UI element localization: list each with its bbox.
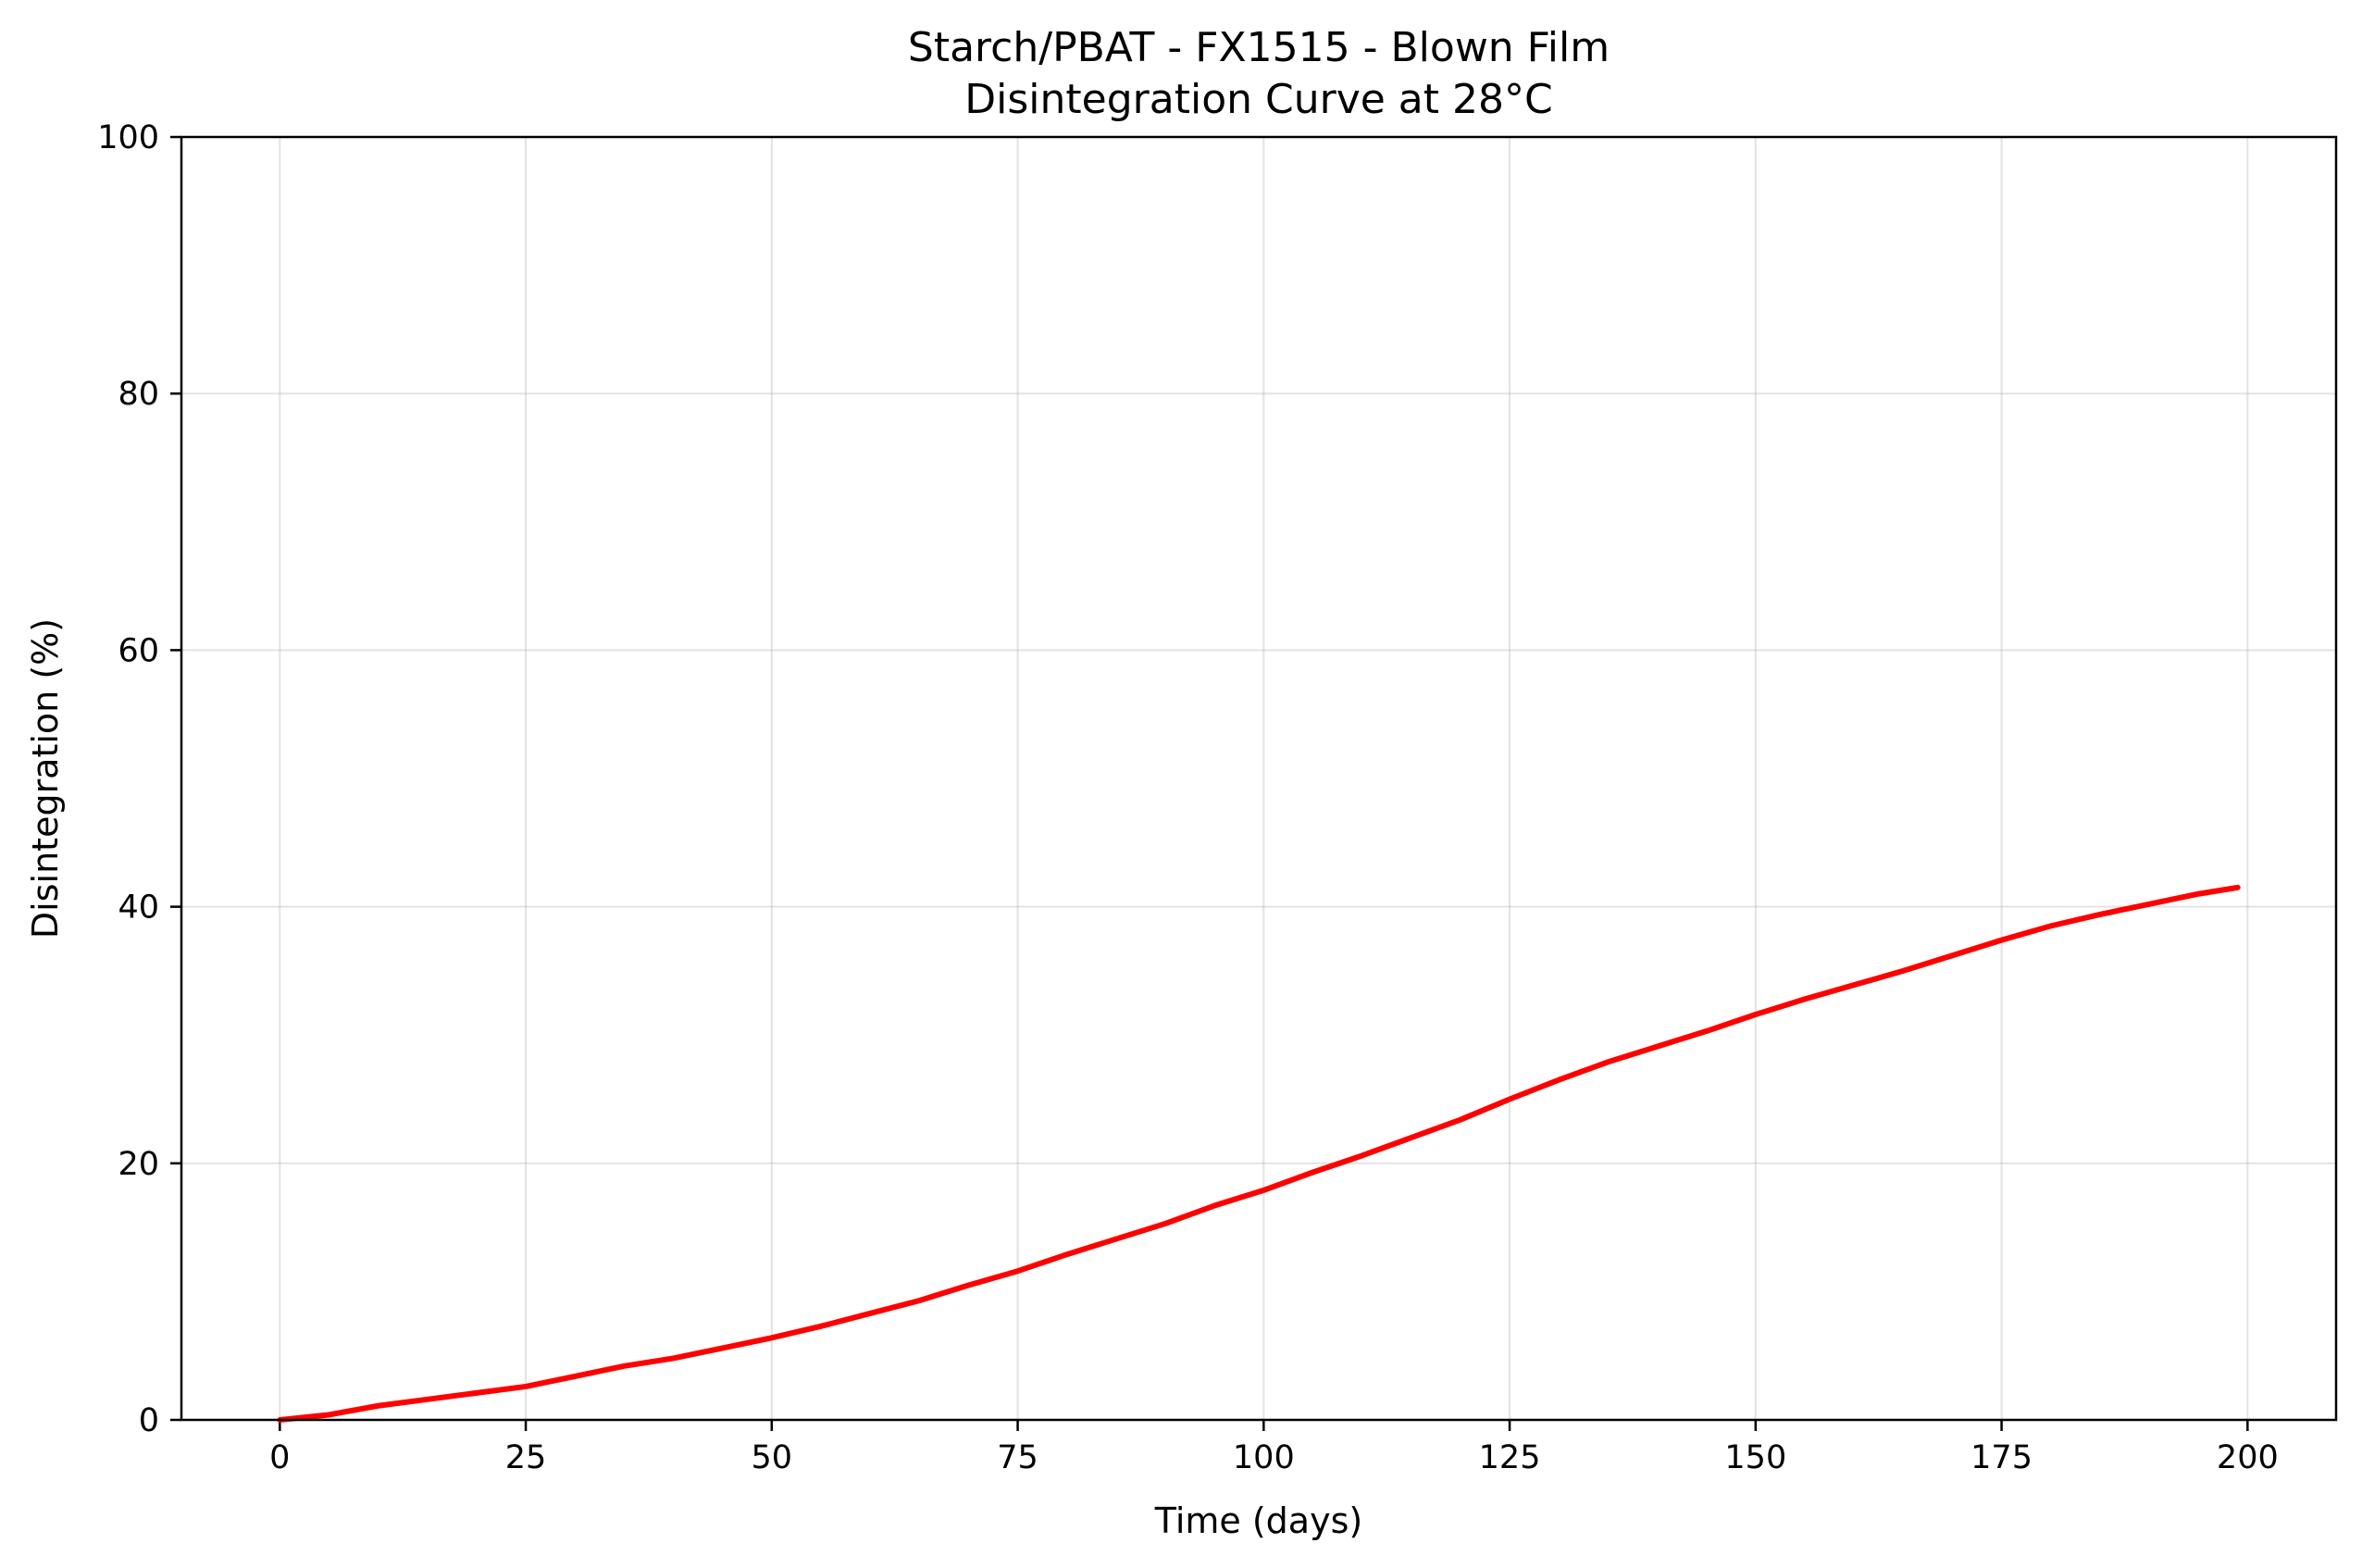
x-axis-label: Time (days): [1154, 1500, 1362, 1541]
series-layer: [277, 884, 2241, 1423]
x-tick-label: 100: [1233, 1439, 1295, 1476]
x-tick-label: 175: [1970, 1439, 2033, 1476]
y-tick-label: 20: [118, 1146, 159, 1183]
x-tick-label: 200: [2217, 1439, 2279, 1476]
x-tick-label: 75: [997, 1439, 1038, 1476]
axis-ticks: 0 25 50 75 100 125 150 175 200 0 20 40 60 80 100: [97, 119, 2279, 1476]
y-tick-label: 80: [118, 376, 159, 413]
x-tick-label: 50: [752, 1439, 793, 1476]
x-tick-label: 0: [269, 1439, 290, 1476]
plot-frame: [180, 135, 2338, 1422]
y-tick-label: 100: [97, 119, 159, 156]
x-tick-label: 25: [505, 1439, 547, 1476]
y-tick-label: 0: [139, 1402, 159, 1439]
y-axis-label: Disintegration (%): [25, 618, 66, 939]
y-tick-label: 40: [118, 890, 159, 927]
chart-title: Starch/PBAT - FX1515 - Blown Film: [908, 24, 1610, 71]
x-tick-label: 125: [1479, 1439, 1541, 1476]
chart-subtitle: Disintegration Curve at 28°C: [964, 76, 1552, 123]
x-tick-label: 150: [1724, 1439, 1786, 1476]
series-line: [277, 884, 2241, 1423]
y-tick-label: 60: [118, 632, 159, 669]
